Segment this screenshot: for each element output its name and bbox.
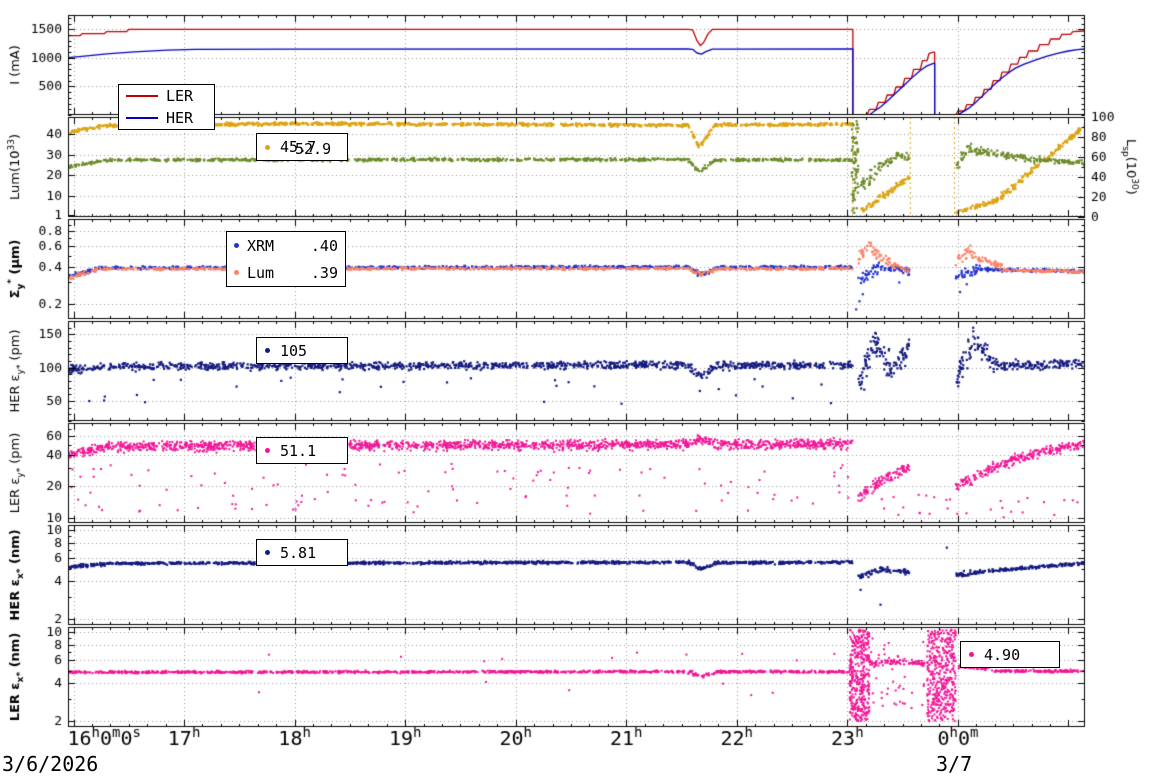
sigma-lum-value: .39 <box>310 263 338 282</box>
lum-value-box: 45.7 52.9 <box>256 133 348 161</box>
ler-line-swatch <box>126 95 158 97</box>
legend-currents: LER HER <box>118 84 215 130</box>
xrm-value: .40 <box>310 236 338 255</box>
her-ex-value-row: 5.81 <box>257 540 347 565</box>
lum-value-row: 45.7 52.9 <box>257 134 347 160</box>
her-ex-dot <box>265 550 270 555</box>
lum-dot <box>265 144 270 150</box>
her-ex-value: 5.81 <box>280 543 317 562</box>
legend-row-ler: LER <box>119 85 214 107</box>
date-left: 3/6/2026 <box>2 752 99 776</box>
her-ey-dot <box>265 348 270 353</box>
ler-ey-value-box: 51.1 <box>256 437 348 464</box>
xrm-label: XRM <box>247 236 275 255</box>
legend-label-ler: LER <box>166 87 194 105</box>
ler-ex-value-row: 4.90 <box>961 642 1059 667</box>
date-right: 3/7 <box>936 752 973 776</box>
sigma-lum-label: Lum <box>247 263 275 282</box>
ler-ex-value-box: 4.90 <box>960 641 1060 668</box>
legend-row-her: HER <box>119 107 214 129</box>
xrm-dot <box>234 243 239 248</box>
ler-ex-dot <box>969 652 974 657</box>
sigma-lum-dot <box>234 270 239 275</box>
ler-ey-value-row: 51.1 <box>257 438 347 463</box>
lum-value-1: 45.7 <box>280 138 317 156</box>
sigma-row-lum: Lum .39 <box>227 259 345 286</box>
her-ey-value-box: 105 <box>256 337 348 364</box>
lum-value-2: 52.9 <box>295 140 332 158</box>
her-ey-value: 105 <box>280 341 308 360</box>
her-line-swatch <box>126 117 158 119</box>
ler-ey-dot <box>265 448 270 453</box>
her-ey-value-row: 105 <box>257 338 347 363</box>
ler-ex-value: 4.90 <box>984 645 1021 664</box>
sigma-legend-box: XRM .40 Lum .39 <box>226 231 346 287</box>
her-ex-value-box: 5.81 <box>256 539 348 566</box>
sigma-row-xrm: XRM .40 <box>227 232 345 259</box>
legend-label-her: HER <box>166 109 194 127</box>
ler-ey-value: 51.1 <box>280 441 317 460</box>
